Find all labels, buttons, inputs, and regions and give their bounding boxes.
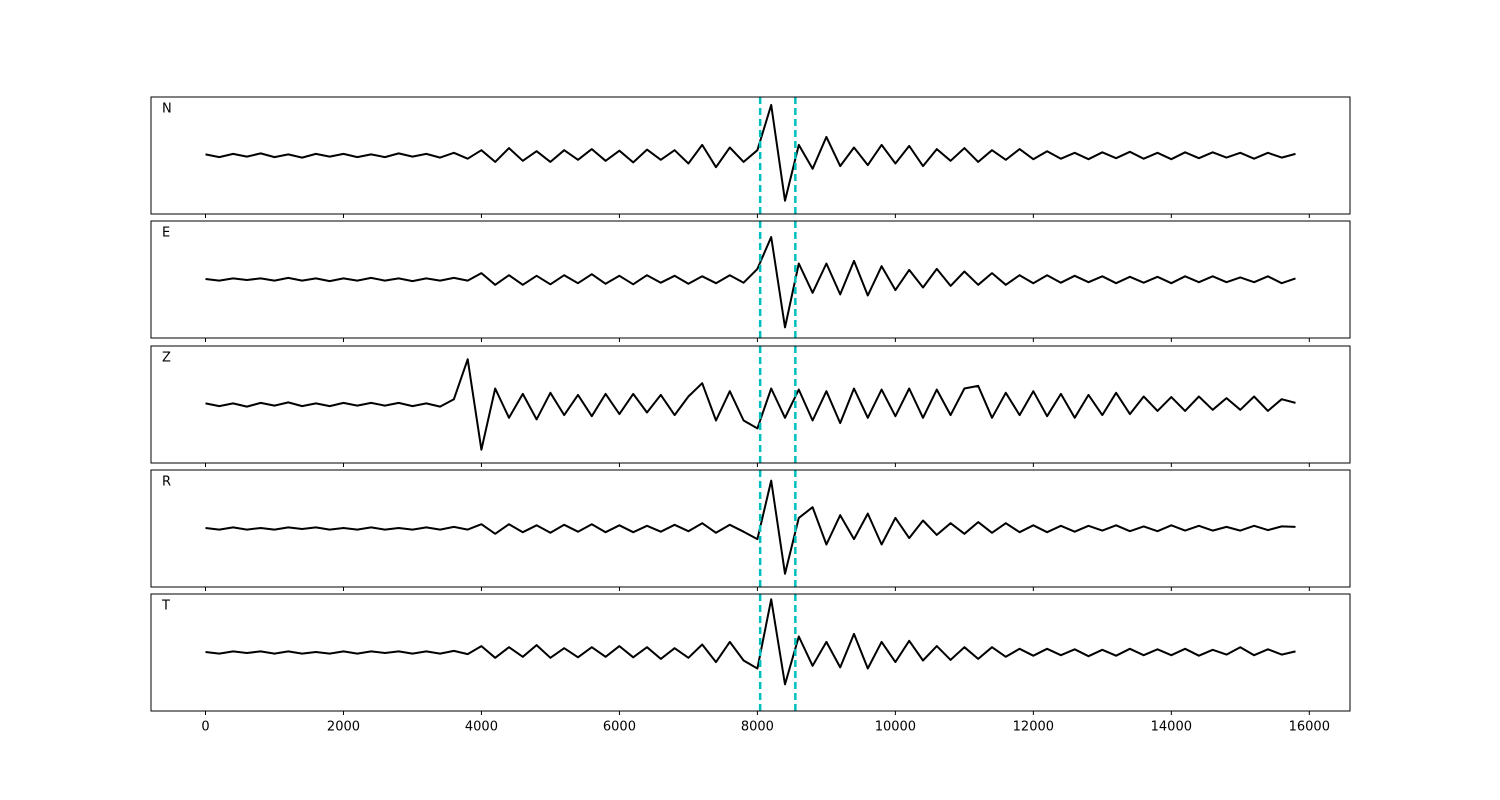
x-tick-label: 8000 xyxy=(741,720,774,735)
x-tick-label: 10000 xyxy=(875,720,916,735)
waveform xyxy=(205,236,1296,329)
x-tick-label: 14000 xyxy=(1151,720,1192,735)
waveform xyxy=(205,358,1296,451)
x-tick-label: 16000 xyxy=(1289,720,1330,735)
waveform xyxy=(205,104,1296,202)
panel-frame xyxy=(150,469,1351,588)
waveform xyxy=(205,598,1296,686)
panel-frame xyxy=(150,96,1351,215)
waveform xyxy=(205,479,1296,575)
panel-label: T xyxy=(161,599,170,614)
panel-label: Z xyxy=(162,351,171,366)
panel-label: R xyxy=(162,475,171,490)
panel-frame xyxy=(150,345,1351,464)
panel-frame xyxy=(150,593,1351,712)
x-tick-label: 0 xyxy=(201,720,209,735)
panel-label: E xyxy=(162,226,170,241)
x-tick-label: 2000 xyxy=(327,720,360,735)
x-tick-label: 12000 xyxy=(1013,720,1054,735)
x-tick-label: 4000 xyxy=(465,720,498,735)
panel-label: N xyxy=(162,102,172,117)
x-tick-label: 6000 xyxy=(603,720,636,735)
panel-frame xyxy=(150,220,1351,339)
